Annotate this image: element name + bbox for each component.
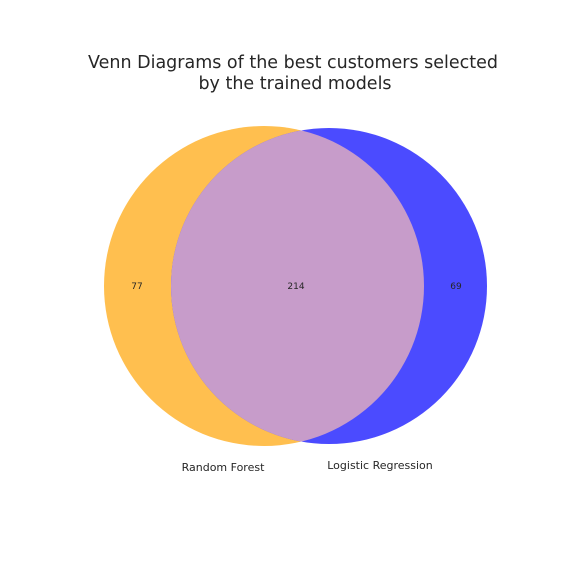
intersection-count: 214	[287, 282, 304, 292]
chart-title-line-1: Venn Diagrams of the best customers sele…	[88, 53, 498, 73]
random-forest-only-count: 77	[131, 282, 142, 292]
logistic-regression-label: Logistic Regression	[327, 459, 433, 472]
random-forest-label: Random Forest	[182, 461, 265, 474]
logistic-regression-only-count: 69	[450, 282, 462, 292]
chart-title-line-2: by the trained models	[198, 74, 391, 94]
